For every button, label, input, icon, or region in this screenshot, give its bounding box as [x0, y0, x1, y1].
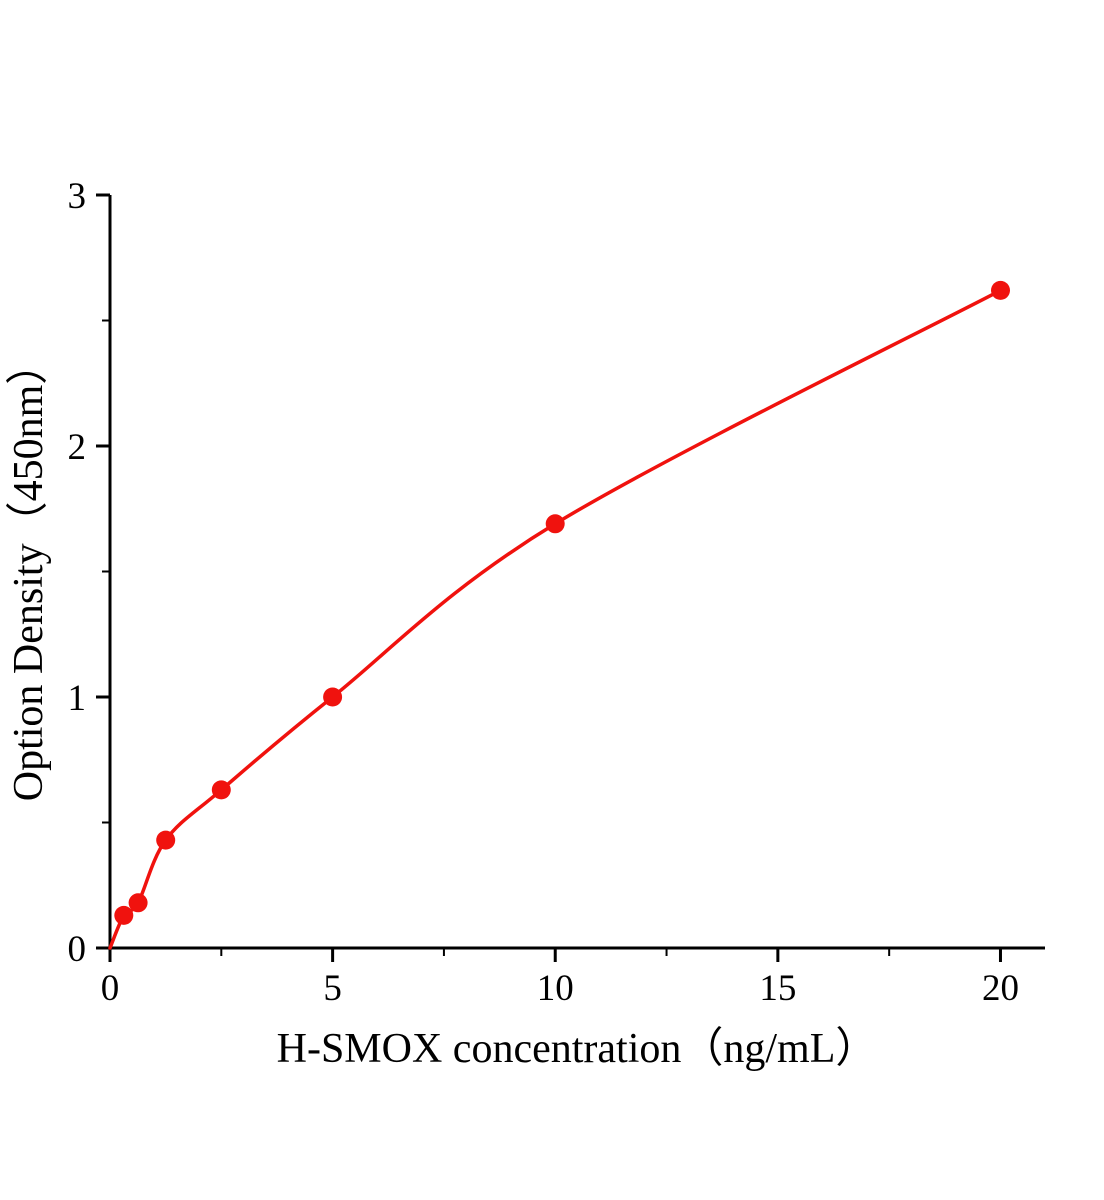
y-axis-tick-label: 0 — [68, 929, 87, 970]
y-axis-tick-label: 3 — [68, 176, 87, 217]
y-axis-tick-label: 2 — [68, 427, 87, 468]
standard-curve-line — [108, 288, 1003, 950]
x-axis-tick-label: 5 — [323, 968, 342, 1009]
tick-labels: 0 5 10 15 20 0 1 2 3 — [68, 176, 1019, 1009]
data-point — [545, 514, 565, 534]
y-axis-tick-label: 1 — [68, 678, 87, 719]
x-axis-tick-label: 0 — [101, 968, 120, 1009]
x-axis-tick-label: 10 — [537, 968, 574, 1009]
data-point — [156, 830, 176, 850]
series-group — [108, 280, 1010, 950]
x-axis-tick-label: 15 — [759, 968, 796, 1009]
x-axis-title: H-SMOX concentration（ng/mL） — [277, 1026, 878, 1072]
x-axis-tick-label: 20 — [982, 968, 1019, 1009]
data-point — [991, 280, 1010, 300]
data-point — [323, 687, 343, 707]
data-point — [114, 905, 134, 925]
y-axis-title: Option Density（450nm） — [6, 343, 52, 802]
axes — [96, 193, 1045, 962]
data-point — [211, 780, 231, 800]
data-point — [128, 893, 148, 913]
